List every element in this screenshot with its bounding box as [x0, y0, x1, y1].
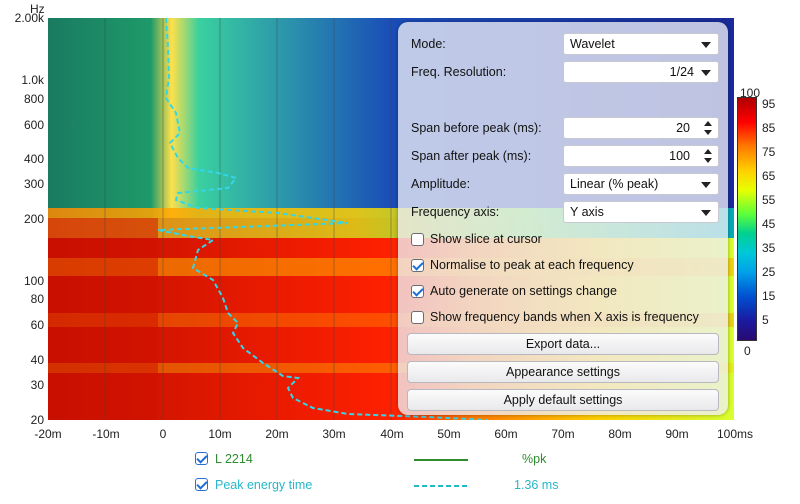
- y-tick: 200: [23, 212, 44, 226]
- mode-label: Mode:: [411, 37, 446, 51]
- checkbox-checked-icon[interactable]: [411, 284, 424, 298]
- colorbar-label: 45: [762, 217, 776, 231]
- normalise-label: Normalise to peak at each frequency: [430, 258, 634, 272]
- series1-name: L 2214: [215, 452, 253, 466]
- span-before-input[interactable]: 20: [563, 117, 719, 139]
- series2-value: 1.36 ms: [514, 478, 559, 492]
- amplitude-select[interactable]: Linear (% peak): [563, 173, 719, 195]
- y-tick: 800: [23, 92, 44, 106]
- peak-energy-curve: [157, 18, 489, 420]
- series2-name: Peak energy time: [215, 478, 313, 492]
- span-before-value: 20: [676, 121, 690, 135]
- spectrogram-settings-panel: Mode: Wavelet Freq. Resolution: 1/24 Spa…: [398, 22, 728, 415]
- colorbar-label: 85: [762, 121, 776, 135]
- colorbar-label: 95: [762, 97, 776, 111]
- spin-down-icon[interactable]: [704, 130, 712, 135]
- x-tick: 70m: [551, 427, 575, 441]
- chevron-down-icon: [701, 70, 711, 76]
- checkbox-unchecked-icon[interactable]: [411, 310, 424, 324]
- frequency-axis-value: Y axis: [570, 205, 604, 219]
- amplitude-label: Amplitude:: [411, 177, 471, 191]
- colorbar-min: 0: [744, 344, 751, 358]
- colorbar-max: 100: [740, 86, 761, 100]
- x-tick: -10m: [92, 427, 120, 441]
- x-tick: 0: [159, 427, 167, 441]
- show-bands-label: Show frequency bands when X axis is freq…: [430, 310, 699, 324]
- checkbox-unchecked-icon[interactable]: [411, 232, 424, 246]
- frequency-axis-select[interactable]: Y axis: [563, 201, 719, 223]
- x-tick: 40m: [380, 427, 404, 441]
- series1-line-swatch: [414, 459, 468, 461]
- show-slice-label: Show slice at cursor: [430, 232, 542, 246]
- series2-checkbox[interactable]: [195, 478, 208, 491]
- colorbar-label: 25: [762, 265, 776, 279]
- x-tick: 100ms: [716, 427, 754, 441]
- y-tick: 80: [30, 292, 44, 306]
- mode-value: Wavelet: [570, 37, 615, 51]
- series1-value: %pk: [522, 452, 547, 466]
- x-tick: -20m: [34, 427, 62, 441]
- colorbar-label: 15: [762, 289, 776, 303]
- auto-generate-label: Auto generate on settings change: [430, 284, 617, 298]
- colorbar-label: 35: [762, 241, 776, 255]
- y-tick: 20: [30, 413, 44, 427]
- y-tick: 60: [30, 318, 44, 332]
- spin-down-icon[interactable]: [704, 158, 712, 163]
- freq-resolution-label: Freq. Resolution:: [411, 65, 507, 79]
- auto-generate-checkbox[interactable]: Auto generate on settings change: [411, 282, 617, 300]
- y-axis-unit: Hz: [30, 2, 45, 16]
- x-tick: 90m: [665, 427, 689, 441]
- y-tick: 2.00k: [14, 11, 44, 25]
- mode-select[interactable]: Wavelet: [563, 33, 719, 55]
- y-tick: 600: [23, 118, 44, 132]
- series2-line-swatch: [414, 485, 468, 487]
- export-data-button[interactable]: Export data...: [407, 333, 719, 355]
- y-tick: 30: [30, 378, 44, 392]
- x-tick: 20m: [265, 427, 289, 441]
- freq-resolution-select[interactable]: 1/24: [563, 61, 719, 83]
- x-tick: 60m: [494, 427, 518, 441]
- x-tick: 30m: [322, 427, 346, 441]
- x-tick: 50m: [437, 427, 461, 441]
- y-tick: 1.0k: [21, 73, 44, 87]
- grid: [104, 18, 392, 420]
- colorbar: [737, 97, 757, 341]
- colorbar-label: 65: [762, 169, 776, 183]
- colorbar-label: 55: [762, 193, 776, 207]
- normalise-checkbox[interactable]: Normalise to peak at each frequency: [411, 256, 634, 274]
- colorbar-label: 5: [762, 313, 769, 327]
- apply-defaults-button[interactable]: Apply default settings: [407, 389, 719, 411]
- x-tick: 80m: [608, 427, 632, 441]
- amplitude-value: Linear (% peak): [570, 177, 659, 191]
- y-tick: 40: [30, 353, 44, 367]
- series1-checkbox[interactable]: [195, 452, 208, 465]
- y-tick: 100: [23, 274, 44, 288]
- show-bands-checkbox[interactable]: Show frequency bands when X axis is freq…: [411, 308, 699, 326]
- checkbox-checked-icon[interactable]: [411, 258, 424, 272]
- spin-up-icon[interactable]: [704, 149, 712, 154]
- freq-resolution-value: 1/24: [669, 65, 694, 79]
- chevron-down-icon: [701, 210, 711, 216]
- frequency-axis-label: Frequency axis:: [411, 205, 500, 219]
- span-before-label: Span before peak (ms):: [411, 121, 542, 135]
- colorbar-label: 75: [762, 145, 776, 159]
- chevron-down-icon: [701, 182, 711, 188]
- span-after-input[interactable]: 100: [563, 145, 719, 167]
- show-slice-checkbox[interactable]: Show slice at cursor: [411, 230, 542, 248]
- y-tick: 300: [23, 177, 44, 191]
- span-after-label: Span after peak (ms):: [411, 149, 532, 163]
- y-tick: 400: [23, 152, 44, 166]
- appearance-settings-button[interactable]: Appearance settings: [407, 361, 719, 383]
- chevron-down-icon: [701, 42, 711, 48]
- x-tick: 10m: [208, 427, 232, 441]
- spin-up-icon[interactable]: [704, 121, 712, 126]
- span-after-value: 100: [669, 149, 690, 163]
